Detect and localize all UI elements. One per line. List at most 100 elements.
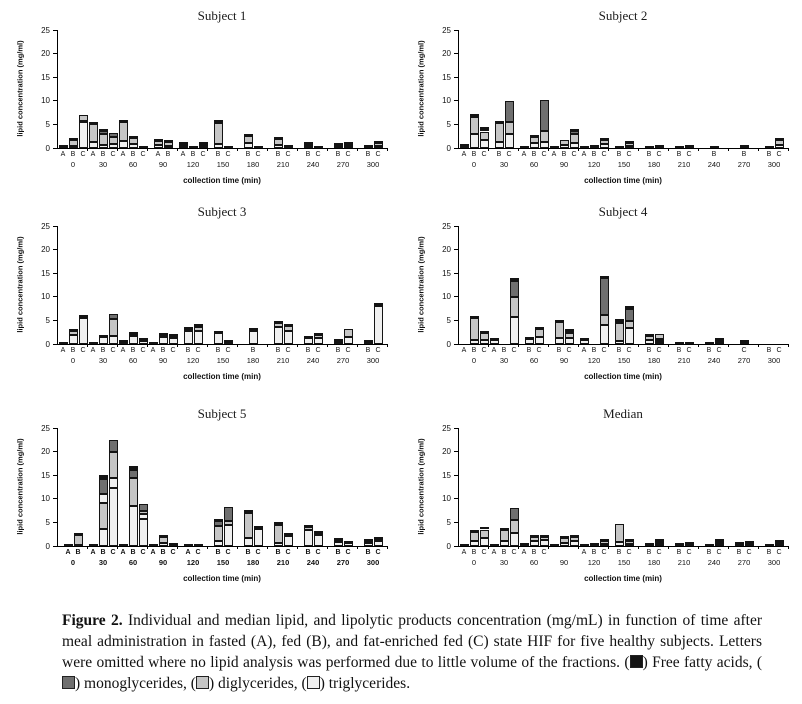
- bar-segment-tg: [98, 529, 108, 546]
- x-tick: [548, 148, 549, 151]
- bar-segment-tg: [539, 142, 549, 148]
- condition-letter: B: [706, 549, 712, 556]
- x-tick: [578, 148, 579, 151]
- bar-segment-tg: [303, 530, 313, 546]
- bar-segment-ffa: [138, 146, 148, 148]
- bar-segment-tg: [343, 336, 353, 344]
- bar-segment-ffa: [128, 465, 138, 470]
- chart-title: Subject 1: [197, 8, 247, 23]
- condition-letter: B: [160, 549, 166, 556]
- mg-legend-swatch-icon: [62, 676, 75, 689]
- bar-segment-mg: [98, 479, 108, 495]
- bar-segment-tg: [313, 337, 323, 344]
- bar-segment-dg: [158, 335, 168, 338]
- bar-segment-tg: [178, 145, 188, 148]
- x-axis-label: collection time (min): [183, 372, 261, 381]
- bar-segment-dg: [98, 502, 108, 530]
- chart-title: Subject 2: [598, 8, 648, 23]
- condition-letter: B: [591, 549, 597, 556]
- bar-segment-ffa: [764, 146, 774, 148]
- bar-segment-ffa: [519, 542, 529, 546]
- condition-letter: B: [766, 549, 772, 556]
- plot-area: 0 5 10 15 20 25 A B C 0 A B C 30 A B C 60 A B C 90 B C 120 B C 150 B…: [41, 222, 388, 365]
- bar-segment-ffa: [569, 129, 579, 132]
- bar-segment-mg: [213, 521, 223, 526]
- bar-segment-tg: [744, 544, 754, 546]
- bar-segment-ffa: [373, 141, 383, 144]
- condition-letter: A: [185, 549, 191, 556]
- x-axis-label: collection time (min): [183, 176, 261, 185]
- bar-segment-ffa: [333, 339, 343, 343]
- bar-segment-tg: [499, 541, 509, 546]
- condition-letter: B: [531, 151, 537, 158]
- x-axis-label: collection time (min): [584, 372, 662, 381]
- bar-segment-tg: [479, 339, 489, 344]
- time-label: 120: [587, 356, 601, 365]
- bar-segment-ffa: [243, 134, 253, 137]
- bar-segment-ffa: [178, 141, 188, 144]
- x-tick: [698, 344, 699, 347]
- bar-segment-tg: [469, 541, 479, 546]
- bar-segment-ffa: [534, 326, 544, 329]
- condition-letter: C: [741, 347, 747, 354]
- x-tick: [87, 344, 88, 347]
- condition-letter: C: [656, 549, 662, 556]
- condition-letter: C: [225, 347, 231, 354]
- condition-letter: B: [365, 347, 371, 354]
- bar-segment-tg: [223, 525, 233, 546]
- bar-segment-ffa: [529, 534, 539, 537]
- y-tick: [454, 225, 458, 227]
- bar-segment-dg: [499, 530, 509, 542]
- condition-letter: B: [190, 151, 196, 158]
- bar-segment-tg: [599, 325, 609, 344]
- y-tick-label: 10: [442, 494, 451, 504]
- bar-segment-ffa: [654, 145, 664, 148]
- condition-letter: C: [285, 151, 291, 158]
- bar-segment-dg: [373, 143, 383, 147]
- y-tick: [53, 272, 57, 274]
- x-tick: [548, 546, 549, 549]
- bar-segment-ffa: [644, 146, 654, 148]
- bar-segment-ffa: [303, 524, 313, 528]
- bar-segment-dg: [303, 143, 313, 147]
- bar-segment-tg: [193, 330, 203, 344]
- bar-segment-dg: [98, 133, 108, 146]
- condition-letter: B: [526, 347, 532, 354]
- bar-segment-tg: [213, 332, 223, 344]
- y-tick-label: 20: [442, 49, 451, 59]
- bar-segment-tg: [98, 494, 108, 503]
- condition-letter: B: [70, 347, 76, 354]
- bar-segment-tg: [624, 327, 634, 344]
- bar-segment-mg: [108, 132, 118, 138]
- time-label: 240: [306, 160, 320, 169]
- y-tick: [454, 249, 458, 251]
- condition-letter: B: [616, 549, 622, 556]
- time-label: 150: [216, 356, 230, 365]
- bar-segment-dg: [118, 122, 128, 142]
- bar-segment-tg: [714, 342, 724, 344]
- bar-segment-ffa: [599, 539, 609, 542]
- x-tick: [297, 148, 298, 151]
- x-tick: [488, 546, 489, 549]
- bar-segment-mg: [624, 308, 634, 322]
- time-label: 0: [471, 558, 477, 567]
- bar-segment-dg: [343, 144, 353, 147]
- bar-segment-dg: [569, 537, 579, 542]
- bar-segment-ffa: [313, 332, 323, 335]
- x-axis-label: collection time (min): [584, 574, 662, 583]
- condition-letter: B: [130, 151, 136, 158]
- bar-segment-tg: [569, 142, 579, 148]
- bar-segment-mg: [283, 323, 293, 327]
- caption-label: Figure 2.: [62, 612, 123, 629]
- condition-letter: A: [491, 347, 497, 354]
- y-axis-label: lipid concentration (mg/ml): [15, 40, 25, 137]
- x-tick: [608, 344, 609, 347]
- condition-letter: B: [471, 151, 477, 158]
- bar-segment-dg: [529, 536, 539, 542]
- condition-letter: C: [255, 151, 261, 158]
- condition-letter: B: [591, 347, 597, 354]
- bar-segment-tg: [774, 144, 784, 148]
- bar-segment-ffa: [764, 544, 774, 546]
- bar-segment-dg: [539, 130, 549, 143]
- bar-segment-tg: [343, 543, 353, 546]
